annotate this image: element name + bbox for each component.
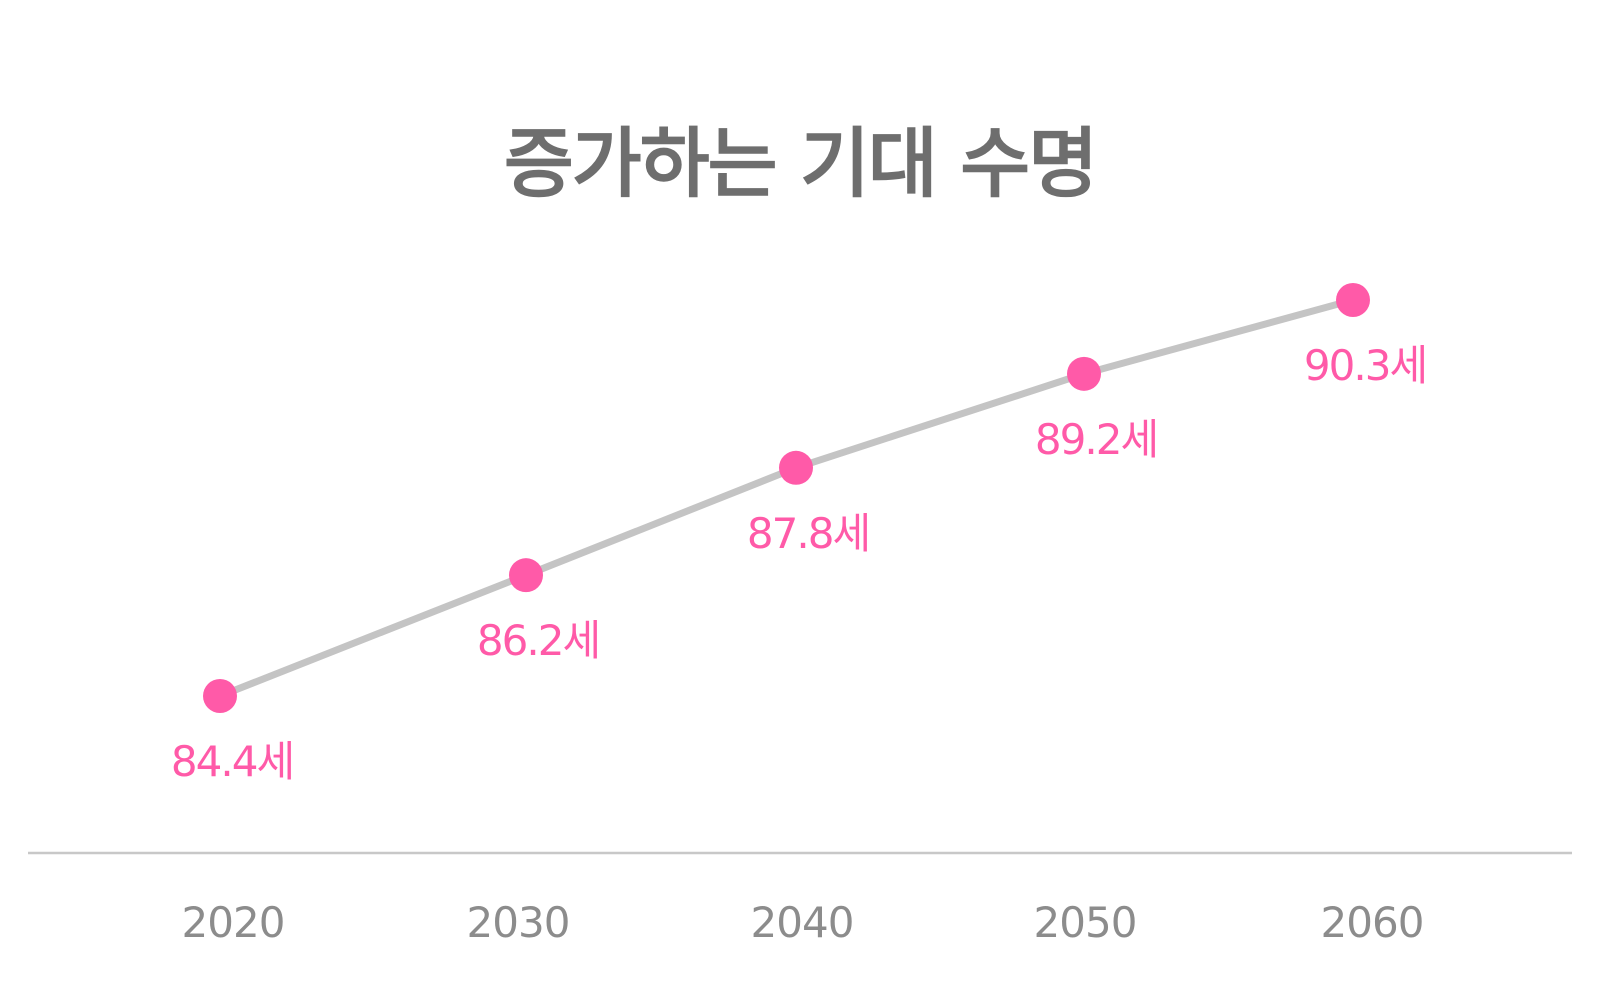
data-point-2040 [779, 450, 813, 485]
data-label-2050: 89.2세 [1035, 415, 1157, 464]
data-point-2050 [1067, 356, 1101, 391]
x-tick-label-2040: 2040 [751, 898, 854, 947]
data-point-2020 [203, 679, 237, 713]
data-points [203, 283, 1370, 713]
data-point-2060 [1336, 283, 1370, 317]
data-label-2030: 86.2세 [477, 616, 599, 665]
series-line [216, 296, 1357, 700]
x-tick-label-2020: 2020 [182, 898, 285, 947]
data-labels: 84.4세 86.2세 87.8세 89.2세 90.3세 [171, 341, 1428, 786]
data-point-2030 [509, 558, 543, 593]
x-axis-ticks: 2020 2030 2040 2050 2060 [182, 898, 1425, 947]
chart-title: 증가하는 기대 수명 [504, 119, 1096, 208]
x-tick-label-2060: 2060 [1321, 898, 1424, 947]
x-tick-label-2050: 2050 [1034, 898, 1137, 947]
x-tick-label-2030: 2030 [467, 898, 570, 947]
data-label-2040: 87.8세 [747, 509, 869, 558]
data-label-2020: 84.4세 [171, 737, 293, 786]
data-label-2060: 90.3세 [1304, 341, 1426, 390]
